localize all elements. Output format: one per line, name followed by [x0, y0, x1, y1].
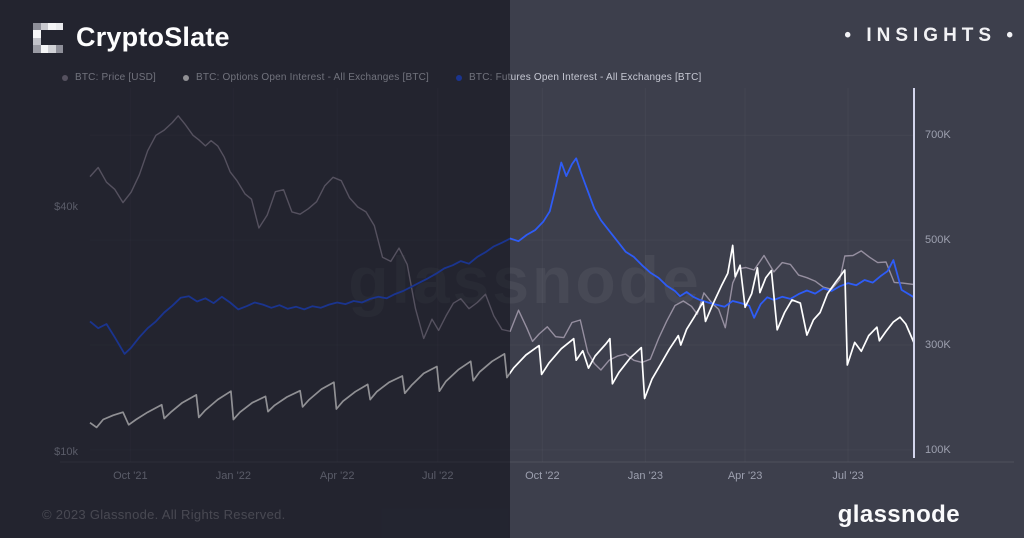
- logo-pixel: [48, 45, 56, 53]
- logo-pixel: [33, 30, 41, 38]
- logo-pixel: [33, 37, 41, 46]
- cryptoslate-logo-icon: [33, 22, 64, 53]
- legend-item: BTC: Options Open Interest - All Exchang…: [183, 72, 429, 83]
- x-axis-label: Jan '22: [215, 470, 251, 482]
- y-axis-label-right: 700K: [925, 129, 951, 142]
- brand-header: CryptoSlate: [33, 22, 230, 53]
- legend-dot-icon: [456, 74, 463, 81]
- logo-pixel: [40, 22, 49, 31]
- x-axis-label: Jan '23: [627, 470, 663, 482]
- legend-dot-icon: [183, 74, 189, 81]
- chart-legend: BTC: Price [USD] BTC: Options Open Intere…: [62, 72, 702, 83]
- legend-dot-icon: [62, 74, 68, 81]
- legend-item: BTC: Price [USD]: [62, 72, 156, 83]
- logo-pixel: [33, 45, 41, 53]
- y-axis-label-right: 100K: [925, 443, 951, 456]
- series-line-1: [89, 244, 915, 429]
- insights-badge: • INSIGHTS •: [844, 25, 1018, 46]
- y-axis-label-left: $10k: [54, 446, 78, 458]
- y-axis-label-right: 500K: [925, 234, 951, 247]
- series-line-0: [89, 115, 915, 371]
- brand-title: CryptoSlate: [76, 22, 230, 52]
- logo-pixel: [55, 45, 64, 53]
- y-axis-label-right: 300K: [925, 339, 951, 352]
- legend-label: BTC: Price [USD]: [75, 72, 156, 83]
- logo-pixel: [48, 22, 56, 31]
- x-axis-label: Oct '22: [525, 470, 560, 482]
- x-axis-label: Apr '22: [319, 470, 355, 482]
- y-axis-label-left: $40k: [54, 200, 78, 213]
- legend-label: BTC: Futures Open Interest - All Exchang…: [469, 72, 702, 83]
- glassnode-watermark: glassnode: [348, 243, 702, 317]
- logo-pixel: [40, 45, 49, 53]
- series-line-2: [89, 157, 915, 355]
- logo-pixel: [55, 22, 64, 31]
- x-axis-label: Jul '22: [421, 470, 454, 482]
- copyright-text: © 2023 Glassnode. All Rights Reserved.: [42, 507, 286, 522]
- legend-item: BTC: Futures Open Interest - All Exchang…: [456, 72, 701, 83]
- x-axis-label: Oct '21: [113, 470, 148, 482]
- dark-overlay: [0, 0, 510, 538]
- logo-pixel: [33, 22, 41, 31]
- x-axis-label: Apr '23: [727, 470, 763, 482]
- x-axis-label: Jul '23: [832, 470, 864, 482]
- glassnode-logo: glassnode: [837, 501, 960, 528]
- legend-label: BTC: Options Open Interest - All Exchang…: [196, 72, 430, 83]
